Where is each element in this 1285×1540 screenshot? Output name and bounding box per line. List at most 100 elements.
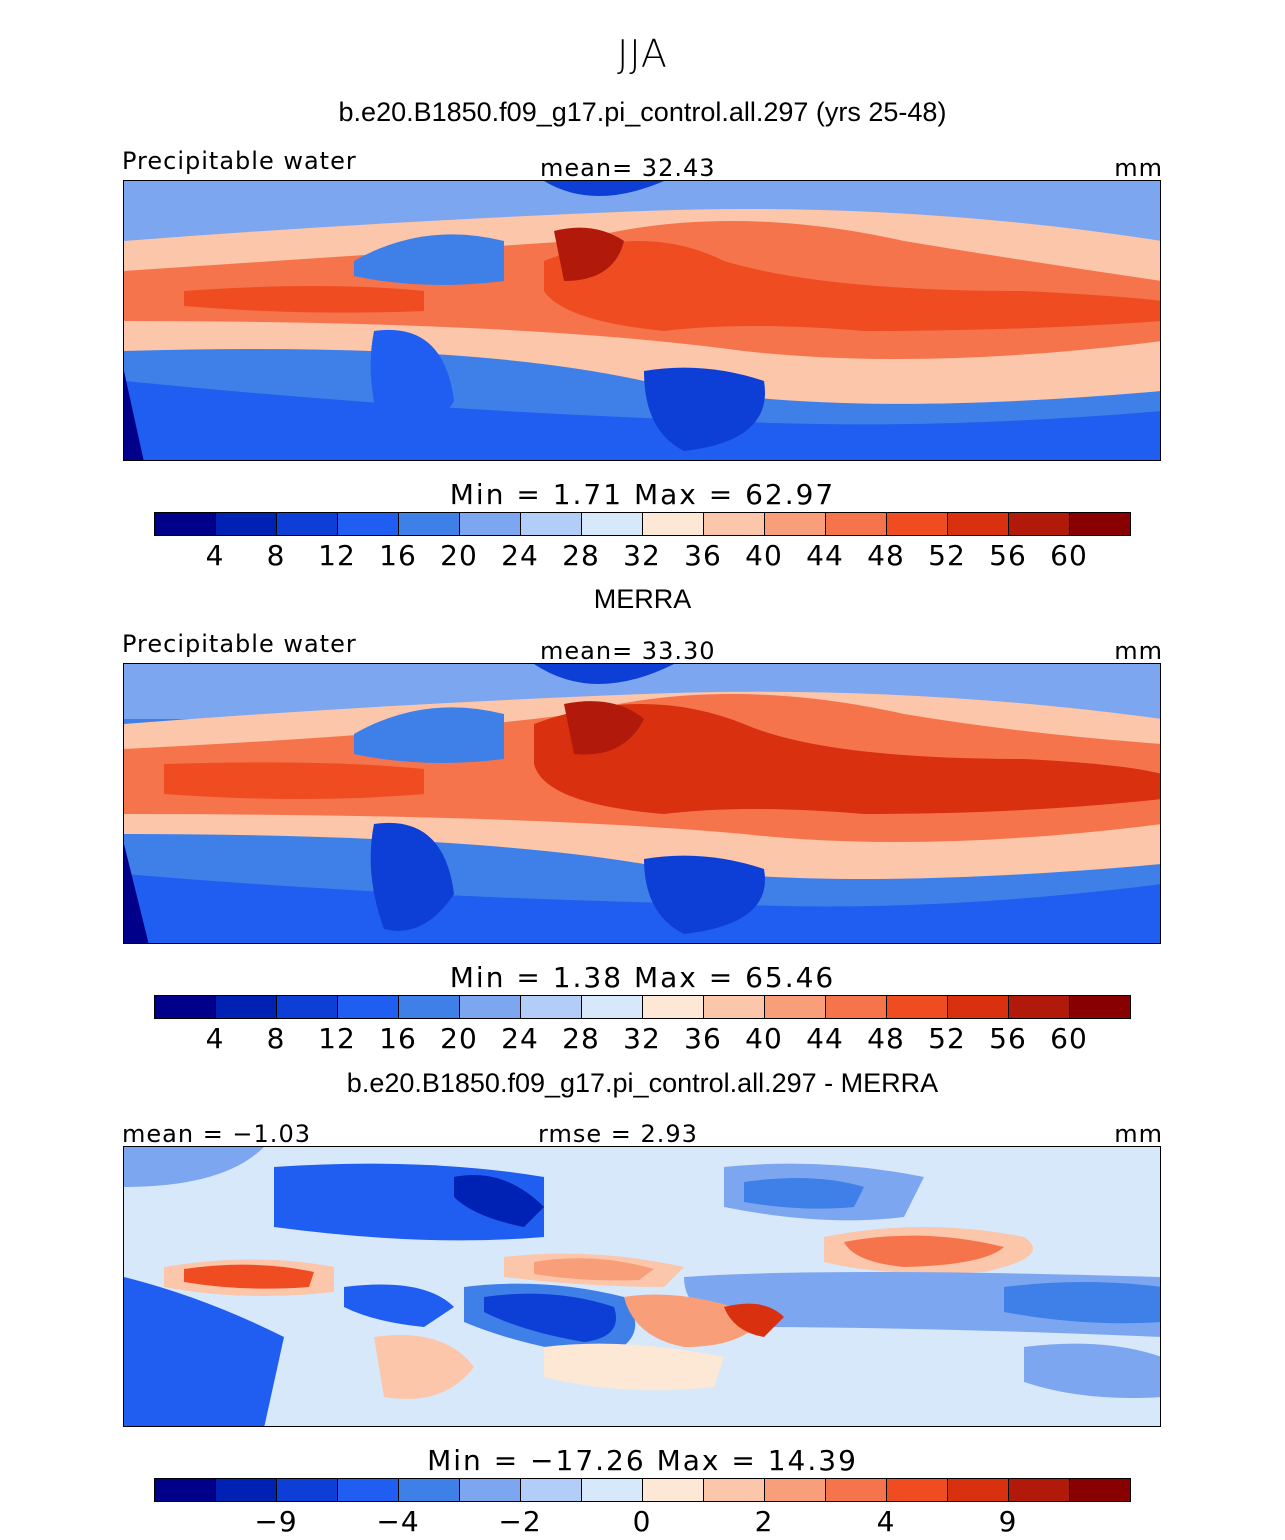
panel-3-mean-label: mean = −1.03 — [122, 1120, 311, 1148]
colorbar-segment — [216, 513, 277, 535]
colorbar-tick-label: 9 — [998, 1505, 1018, 1538]
colorbar-segment — [460, 513, 521, 535]
colorbar-tick-label: 20 — [440, 539, 478, 572]
panel-1-minmax: Min = 1.71 Max = 62.97 — [449, 478, 836, 511]
colorbar-segment — [1009, 1479, 1070, 1501]
panel-1-variable-label: Precipitable water — [122, 147, 357, 175]
panel-1-units-label: mm — [1114, 154, 1163, 182]
colorbar-segment — [948, 513, 1009, 535]
colorbar-segment — [826, 513, 887, 535]
colorbar-tick-label: 36 — [684, 1022, 722, 1055]
colorbar-tick-label: 52 — [928, 539, 966, 572]
colorbar-tick-label: 4 — [205, 539, 225, 572]
panel-1-mean-label: mean= 32.43 — [540, 154, 716, 182]
colorbar-segment — [704, 513, 765, 535]
colorbar-segment — [704, 1479, 765, 1501]
colorbar-tick-label: 60 — [1050, 539, 1088, 572]
colorbar-tick-label: 24 — [501, 539, 539, 572]
colorbar-segment — [1009, 996, 1070, 1018]
colorbar-segment — [277, 996, 338, 1018]
colorbar-segment — [521, 996, 582, 1018]
panel-2-colorbar — [154, 995, 1131, 1019]
colorbar-segment — [1070, 996, 1130, 1018]
colorbar-tick-label: 4 — [205, 1022, 225, 1055]
colorbar-tick-label: 32 — [623, 539, 661, 572]
colorbar-tick-label: 0 — [632, 1505, 652, 1538]
colorbar-segment — [1070, 1479, 1130, 1501]
colorbar-segment — [765, 996, 826, 1018]
colorbar-tick-label: 44 — [806, 1022, 844, 1055]
colorbar-segment — [765, 1479, 826, 1501]
panel-2-units-label: mm — [1114, 637, 1163, 665]
colorbar-segment — [216, 1479, 277, 1501]
colorbar-tick-label: 16 — [379, 1022, 417, 1055]
colorbar-tick-label: 60 — [1050, 1022, 1088, 1055]
colorbar-tick-label: 8 — [266, 1022, 286, 1055]
panel-2-minmax: Min = 1.38 Max = 65.46 — [449, 961, 836, 994]
colorbar-segment — [765, 513, 826, 535]
colorbar-tick-label: 52 — [928, 1022, 966, 1055]
colorbar-segment — [582, 513, 643, 535]
colorbar-tick-label: −2 — [498, 1505, 542, 1538]
colorbar-tick-label: 12 — [318, 1022, 356, 1055]
colorbar-segment — [399, 513, 460, 535]
colorbar-tick-label: −9 — [254, 1505, 298, 1538]
colorbar-segment — [155, 1479, 216, 1501]
panel-2-mean-label: mean= 33.30 — [540, 637, 716, 665]
colorbar-segment — [826, 1479, 887, 1501]
colorbar-segment — [338, 996, 399, 1018]
colorbar-segment — [887, 996, 948, 1018]
colorbar-tick-label: 40 — [745, 539, 783, 572]
colorbar-segment — [460, 996, 521, 1018]
colorbar-segment — [643, 996, 704, 1018]
colorbar-tick-label: 28 — [562, 539, 600, 572]
colorbar-segment — [155, 513, 216, 535]
colorbar-segment — [521, 513, 582, 535]
panel-3-rmse-label: rmse = 2.93 — [538, 1120, 698, 1148]
colorbar-tick-label: 4 — [876, 1505, 896, 1538]
panel-3-units-label: mm — [1114, 1120, 1163, 1148]
colorbar-segment — [948, 996, 1009, 1018]
colorbar-tick-label: 16 — [379, 539, 417, 572]
colorbar-tick-label: 2 — [754, 1505, 774, 1538]
colorbar-segment — [155, 996, 216, 1018]
panel-1-title: b.e20.B1850.f09_g17.pi_control.all.297 (… — [338, 97, 947, 127]
colorbar-tick-label: 40 — [745, 1022, 783, 1055]
colorbar-segment — [277, 1479, 338, 1501]
colorbar-segment — [582, 1479, 643, 1501]
panel-3-colorbar — [154, 1478, 1131, 1502]
panel-3-map — [123, 1146, 1161, 1427]
colorbar-tick-label: 28 — [562, 1022, 600, 1055]
colorbar-segment — [826, 996, 887, 1018]
panel-1-map — [123, 180, 1161, 461]
colorbar-tick-label: 48 — [867, 539, 905, 572]
panel-2-variable-label: Precipitable water — [122, 630, 357, 658]
colorbar-segment — [521, 1479, 582, 1501]
colorbar-tick-label: 48 — [867, 1022, 905, 1055]
colorbar-segment — [887, 1479, 948, 1501]
colorbar-tick-label: −4 — [376, 1505, 420, 1538]
colorbar-segment — [1009, 513, 1070, 535]
colorbar-tick-label: 56 — [989, 1022, 1027, 1055]
colorbar-segment — [460, 1479, 521, 1501]
colorbar-segment — [582, 996, 643, 1018]
colorbar-tick-label: 8 — [266, 539, 286, 572]
colorbar-segment — [216, 996, 277, 1018]
panel-2-map — [123, 663, 1161, 944]
colorbar-segment — [399, 996, 460, 1018]
panel-2-title: MERRA — [593, 584, 692, 614]
panel-3-contour-field — [124, 1147, 1160, 1426]
colorbar-segment — [643, 513, 704, 535]
colorbar-segment — [399, 1479, 460, 1501]
panel-2-contour-field — [124, 664, 1160, 943]
colorbar-segment — [338, 513, 399, 535]
colorbar-segment — [643, 1479, 704, 1501]
colorbar-segment — [704, 996, 765, 1018]
colorbar-tick-label: 44 — [806, 539, 844, 572]
colorbar-tick-label: 56 — [989, 539, 1027, 572]
colorbar-tick-label: 32 — [623, 1022, 661, 1055]
colorbar-segment — [277, 513, 338, 535]
panel-3-title: b.e20.B1850.f09_g17.pi_control.all.297 -… — [346, 1068, 939, 1098]
panel-3-minmax: Min = −17.26 Max = 14.39 — [427, 1444, 858, 1477]
colorbar-tick-label: 20 — [440, 1022, 478, 1055]
